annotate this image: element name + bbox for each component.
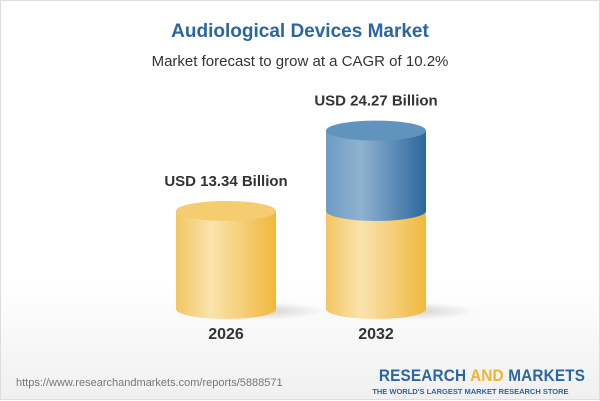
brand-logo: RESEARCH AND MARKETS THE WORLD'S LARGEST… [356,366,585,396]
bar-base-2032 [326,210,426,319]
data-label: USD 24.27 Billion [314,93,437,110]
logo-tagline: THE WORLD'S LARGEST MARKET RESEARCH STOR… [372,387,569,396]
logo-text: RESEARCH [378,366,470,385]
bar-top-2026 [176,200,276,221]
bar-growth-2032 [326,130,426,221]
chart-title: Audiological Devices Market [171,21,429,42]
data-label: USD 13.34 Billion [164,173,287,190]
bar-base-2026 [176,210,276,319]
logo-text: MARKETS [503,366,585,385]
x-tick-label: 2032 [358,326,394,343]
logo-text-and: AND [469,366,504,385]
x-tick-label: 2026 [208,326,244,343]
bar-top-2032 [326,120,426,141]
source-url[interactable]: https://www.researchandmarkets.com/repor… [16,377,283,389]
chart-subtitle: Market forecast to grow at a CAGR of 10.… [151,53,449,70]
